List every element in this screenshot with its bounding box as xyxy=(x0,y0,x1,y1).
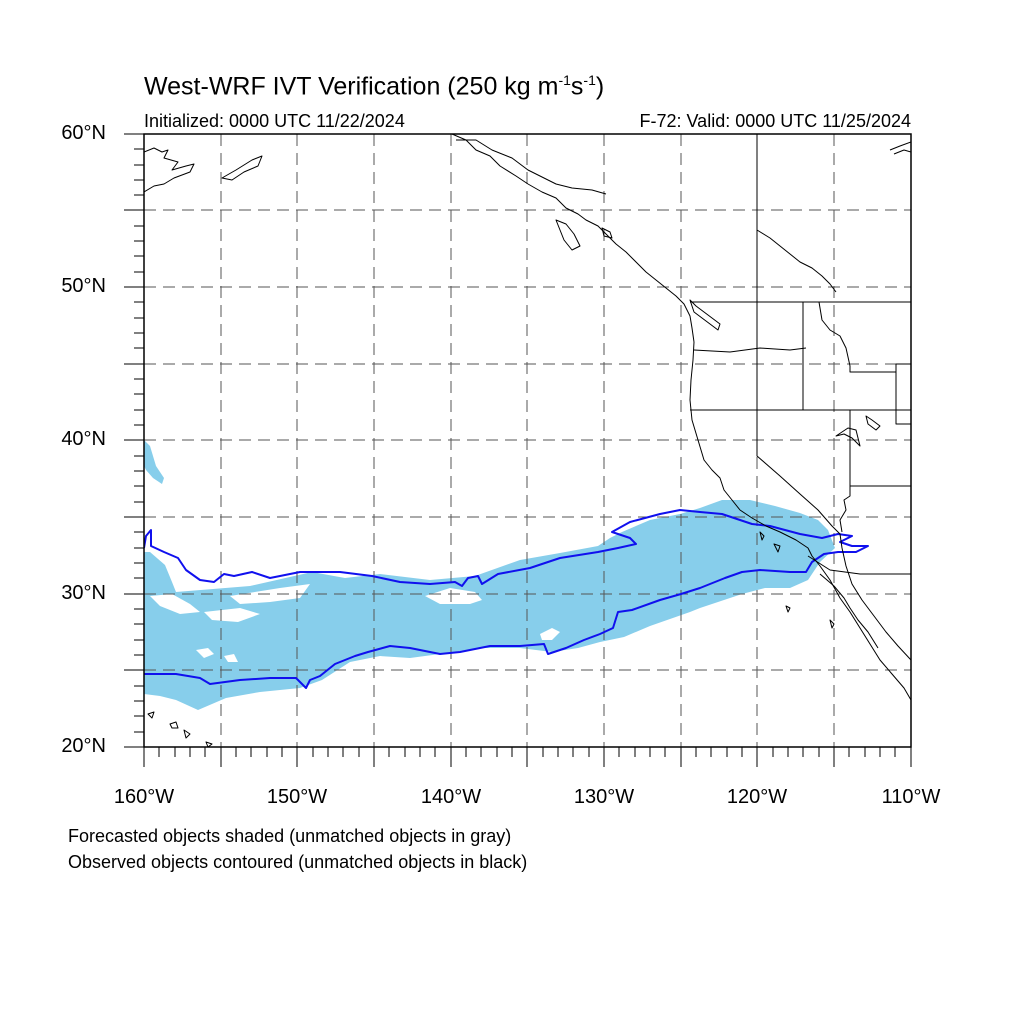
lat-label-50n: 50°N xyxy=(61,275,106,297)
observed-object-main xyxy=(144,509,869,689)
axis-ticks xyxy=(124,133,912,767)
lon-label-130w: 130°W xyxy=(573,786,635,808)
map-title: West-WRF IVT Verification (250 kg m-1s-1… xyxy=(144,72,605,101)
forecast-objects xyxy=(144,440,835,710)
lon-label-140w: 140°W xyxy=(420,786,482,808)
lat-label-60n: 60°N xyxy=(61,122,106,144)
lon-label-110w: 110°W xyxy=(881,786,941,808)
bc-coast xyxy=(451,134,695,343)
forecast-legend-note: Forecasted objects shaded (unmatched obj… xyxy=(68,826,512,846)
initialized-time: Initialized: 0000 UTC 11/22/2024 xyxy=(144,111,405,131)
alaska-coast xyxy=(144,147,195,193)
ca-nv-border xyxy=(756,410,843,549)
lat-label-30n: 30°N xyxy=(61,582,106,604)
lat-label-20n: 20°N xyxy=(61,735,106,757)
lat-label-40n: 40°N xyxy=(61,428,106,450)
baja-east-coast xyxy=(841,547,911,661)
forecast-object-north xyxy=(144,440,164,484)
observed-objects xyxy=(144,509,869,689)
lon-label-120w: 120°W xyxy=(726,786,788,808)
lon-label-150w: 150°W xyxy=(266,786,328,808)
observed-legend-note: Observed objects contoured (unmatched ob… xyxy=(68,852,528,872)
forecast-object-main xyxy=(144,500,835,710)
us-west-coast xyxy=(689,341,911,701)
lon-label-160w: 160°W xyxy=(113,786,175,808)
valid-time: F-72: Valid: 0000 UTC 11/25/2024 xyxy=(639,111,912,131)
or-wa-border xyxy=(693,347,807,353)
coastlines-borders xyxy=(144,134,911,747)
